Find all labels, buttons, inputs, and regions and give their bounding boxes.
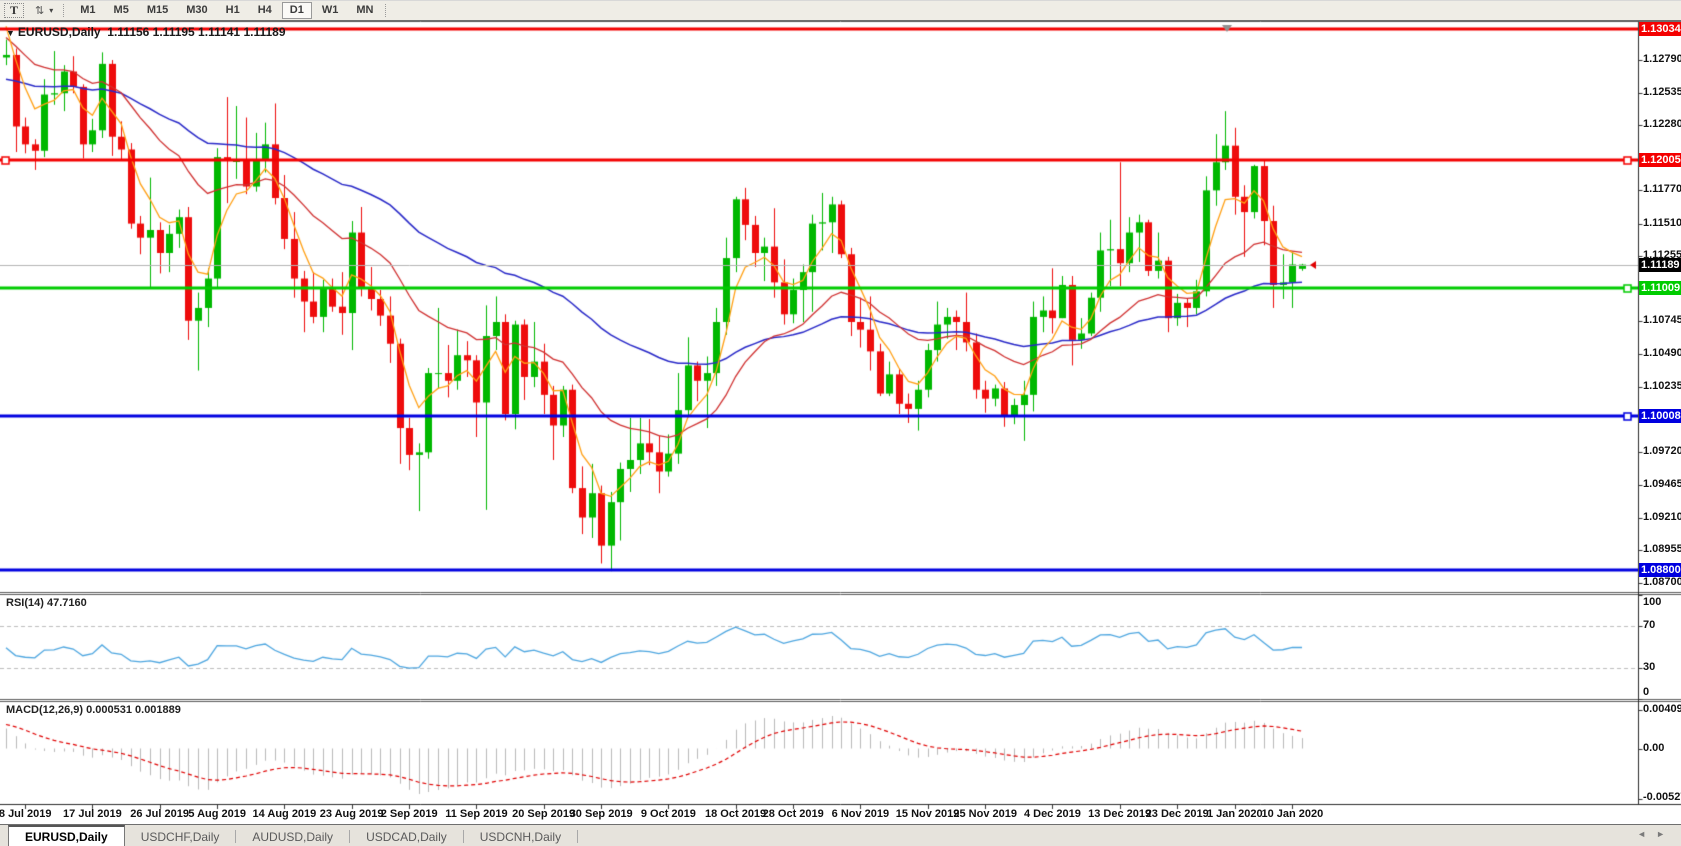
timeframe-m15-button[interactable]: M15 — [146, 4, 169, 16]
toolbar: T ⇅ ▾ M1 M5 M15 M30 H1 H4 D1 W1 MN — [0, 1, 1681, 21]
tab-usdcad-daily[interactable]: USDCAD,Daily — [366, 829, 447, 844]
tab-scroll-arrows[interactable]: ◄► — [1637, 829, 1675, 839]
timeframe-mn-button[interactable]: MN — [356, 4, 374, 16]
text-tool-button[interactable]: T — [4, 3, 25, 18]
timeframe-h1-button[interactable]: H1 — [225, 4, 240, 16]
tab-divider — [349, 830, 351, 843]
chevron-down-icon[interactable]: ▾ — [49, 6, 54, 15]
chart-tab-bar: EURUSD,Daily USDCHF,Daily AUDUSD,Daily U… — [0, 824, 1681, 846]
chart-canvas[interactable] — [0, 21, 1681, 824]
toolbar-grip — [63, 4, 65, 17]
timeframe-m30-button[interactable]: M30 — [186, 4, 208, 16]
tab-scroll-left-icon[interactable]: ◄ — [1637, 829, 1657, 839]
chart-area: ▼ EURUSD,Daily 1.11156 1.11195 1.11141 1.… — [0, 21, 1681, 824]
tab-audusd-daily[interactable]: AUDUSD,Daily — [252, 829, 334, 844]
tab-divider — [462, 830, 464, 843]
tab-usdchf-daily[interactable]: USDCHF,Daily — [140, 829, 220, 844]
timeframe-m5-button[interactable]: M5 — [113, 4, 129, 16]
timeframe-w1-button[interactable]: W1 — [321, 4, 339, 16]
timeframe-h4-button[interactable]: H4 — [257, 4, 272, 16]
tab-eurusd-daily[interactable]: EURUSD,Daily — [8, 825, 125, 846]
tab-divider — [577, 830, 579, 843]
tab-usdcnh-daily[interactable]: USDCNH,Daily — [479, 829, 562, 844]
toolbar-grip — [385, 4, 387, 17]
tab-divider — [235, 830, 237, 843]
tab-scroll-right-icon[interactable]: ► — [1656, 829, 1675, 839]
timeframe-m1-button[interactable]: M1 — [80, 4, 96, 16]
cursor-mode-icon[interactable]: ⇅ — [35, 5, 45, 17]
timeframe-d1-button[interactable]: D1 — [281, 2, 312, 19]
